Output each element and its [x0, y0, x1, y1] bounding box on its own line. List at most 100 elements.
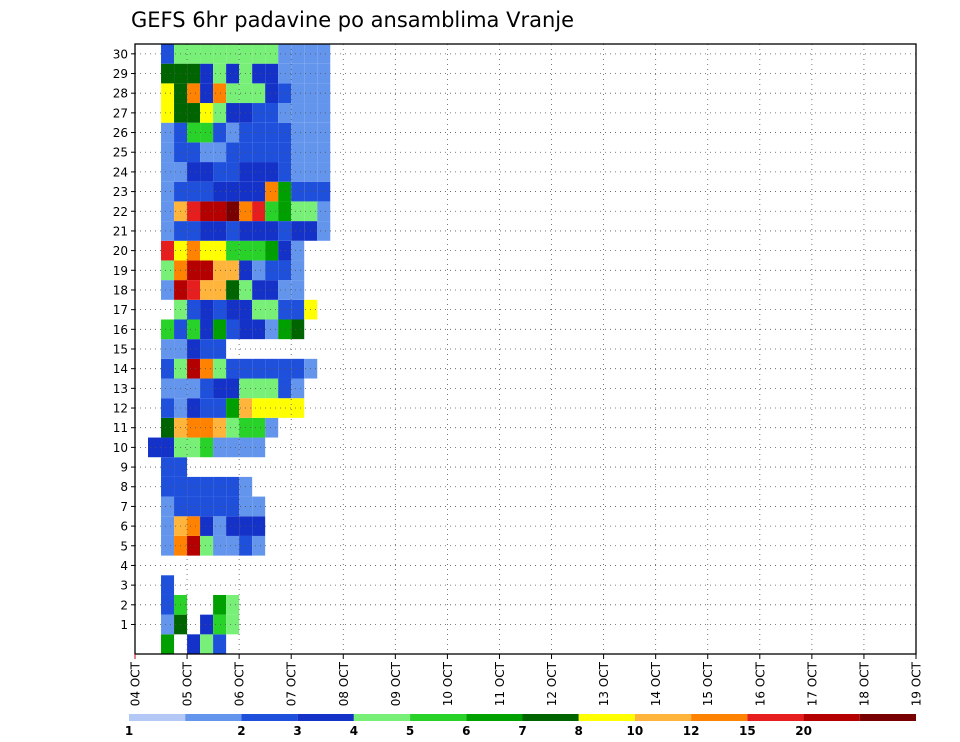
y-tick-label: 6	[120, 520, 128, 534]
y-tick-label: 21	[113, 224, 128, 238]
y-tick-label: 11	[113, 421, 128, 435]
heatmap-cell	[252, 378, 266, 399]
heatmap-cell	[226, 260, 240, 281]
heatmap-cell	[291, 83, 305, 104]
heatmap-cell	[226, 614, 240, 635]
heatmap-cell	[187, 417, 201, 438]
x-tick-label: 17 OCT	[805, 661, 819, 706]
heatmap-cell	[187, 535, 201, 556]
heatmap-cell	[317, 162, 331, 182]
heatmap-cell	[252, 122, 266, 143]
heatmap-cell	[200, 122, 214, 143]
heatmap-cell	[278, 83, 292, 104]
heatmap-cell	[213, 476, 227, 497]
colorbar-label: 2	[237, 724, 245, 738]
colorbar-label: 20	[795, 724, 812, 738]
heatmap-cell	[226, 44, 240, 64]
heatmap-cell	[265, 103, 279, 123]
heatmap-cell	[226, 476, 240, 497]
heatmap-cell	[278, 221, 292, 241]
colorbar-swatch	[747, 714, 804, 721]
heatmap-cell	[187, 103, 201, 123]
grid-lines	[135, 44, 916, 654]
heatmap-cell	[252, 516, 266, 536]
heatmap-cell	[278, 44, 292, 64]
heatmap-cell	[278, 122, 292, 143]
heatmap-cell	[161, 63, 175, 84]
heatmap-cell	[187, 260, 201, 281]
colorbar-swatch	[578, 714, 635, 721]
colorbar-swatch	[410, 714, 467, 721]
heatmap-cell	[161, 594, 175, 615]
heatmap-cell	[226, 496, 240, 517]
y-tick-label: 27	[113, 106, 128, 120]
heatmap-cell	[200, 476, 214, 497]
colorbar-label: 15	[739, 724, 756, 738]
colorbar-swatch	[466, 714, 523, 721]
y-tick-label: 17	[113, 303, 128, 317]
y-tick-label: 13	[113, 382, 128, 396]
heatmap-cell	[252, 83, 266, 104]
heatmap-cell	[161, 378, 175, 399]
heatmap-cell	[252, 535, 266, 556]
colorbar-label: 4	[350, 724, 358, 738]
x-tick-label: 04 OCT	[129, 661, 143, 706]
heatmap-cell	[317, 63, 331, 84]
heatmap-cell	[161, 575, 175, 595]
heatmap-cell	[213, 634, 227, 654]
heatmap-cell	[291, 280, 305, 300]
heatmap-cell	[265, 240, 279, 261]
heatmap-cell	[252, 496, 266, 517]
colorbar-swatch	[353, 714, 411, 721]
heatmap-cell	[265, 358, 279, 379]
heatmap-cell	[291, 201, 305, 222]
heatmap-cell	[200, 260, 214, 281]
heatmap-cell	[200, 437, 214, 458]
heatmap-cell	[213, 44, 227, 64]
heatmap-cell	[213, 280, 227, 300]
heatmap-cell	[200, 358, 214, 379]
y-tick-label: 12	[113, 402, 128, 416]
heatmap-cell	[187, 83, 201, 104]
heatmap-cell	[226, 319, 240, 340]
heatmap-cell	[161, 162, 175, 182]
heatmap-cell	[265, 162, 279, 182]
heatmap-cell	[252, 299, 266, 320]
heatmap-cell	[200, 201, 214, 222]
heatmap-cell	[291, 260, 305, 281]
heatmap-cell	[226, 378, 240, 399]
y-tick-label: 24	[113, 165, 128, 179]
heatmap-cell	[278, 280, 292, 300]
heatmap-cell	[265, 201, 279, 222]
heatmap-cell	[213, 299, 227, 320]
heatmap-cell	[187, 240, 201, 261]
heatmap-cell	[278, 358, 292, 379]
heatmap-cell	[265, 260, 279, 281]
heatmap-cell	[213, 398, 227, 418]
heatmap-cell	[200, 63, 214, 84]
heatmap-cell	[226, 142, 240, 163]
y-tick-label: 22	[113, 205, 128, 219]
colorbar-label: 3	[293, 724, 301, 738]
heatmap-cell	[200, 44, 214, 64]
heatmap-cell	[213, 339, 227, 359]
heatmap-cell	[278, 142, 292, 163]
heatmap-cell	[148, 437, 162, 458]
heatmap-cell	[265, 63, 279, 84]
x-tick-label: 12 OCT	[545, 661, 559, 706]
heatmap-cell	[252, 201, 266, 222]
heatmap-cell	[200, 535, 214, 556]
heatmap-cell	[291, 319, 305, 340]
heatmap-cell	[317, 201, 331, 222]
y-tick-label: 28	[113, 87, 128, 101]
heatmap-cell	[161, 181, 175, 202]
heatmap-cell	[187, 122, 201, 143]
colorbar-swatch	[241, 714, 298, 721]
y-tick-label: 5	[120, 539, 128, 553]
heatmap-cell	[213, 319, 227, 340]
x-tick-label: 18 OCT	[857, 661, 871, 706]
heatmap-cell	[187, 378, 201, 399]
heatmap-cell	[187, 162, 201, 182]
heatmap-cell	[187, 181, 201, 202]
